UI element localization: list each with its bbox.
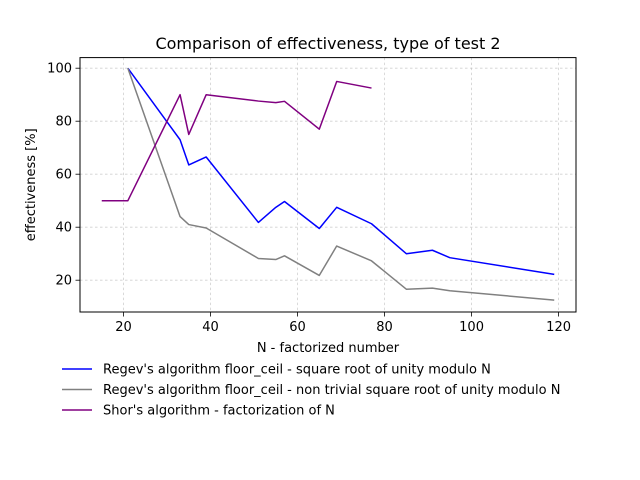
legend-label-3: Shor's algorithm - factorization of N — [103, 404, 335, 419]
x-tick-label: 60 — [289, 320, 306, 335]
series-line-2 — [127, 67, 555, 301]
grid — [80, 57, 576, 312]
x-tick-label: 40 — [202, 320, 219, 335]
x-tick-label: 80 — [376, 320, 393, 335]
x-axis-label: N - factorized number — [257, 341, 400, 356]
y-tick-label: 20 — [55, 274, 72, 289]
plot-area-frame — [79, 57, 577, 313]
legend-label-2: Regev's algorithm floor_ceil - non trivi… — [103, 383, 560, 398]
y-tick-label: 100 — [47, 62, 72, 77]
y-tick-label: 40 — [55, 221, 72, 236]
chart-title: Comparison of effectiveness, type of tes… — [155, 34, 500, 53]
series-line-1 — [127, 67, 555, 276]
y-axis-label: effectiveness [%] — [24, 128, 39, 241]
legend: Regev's algorithm floor_ceil - square ro… — [62, 363, 560, 419]
y-tick-label: 80 — [55, 115, 72, 130]
series-lines — [101, 67, 555, 301]
legend-label-1: Regev's algorithm floor_ceil - square ro… — [103, 363, 491, 378]
y-axis-ticks: 20 40 60 80 100 — [47, 62, 80, 289]
x-tick-label: 120 — [546, 320, 571, 335]
series-line-3 — [101, 80, 372, 202]
x-tick-label: 100 — [459, 320, 484, 335]
y-tick-label: 60 — [55, 168, 72, 183]
x-tick-label: 20 — [115, 320, 132, 335]
x-axis-ticks: 20 40 60 80 100 120 — [115, 312, 571, 335]
